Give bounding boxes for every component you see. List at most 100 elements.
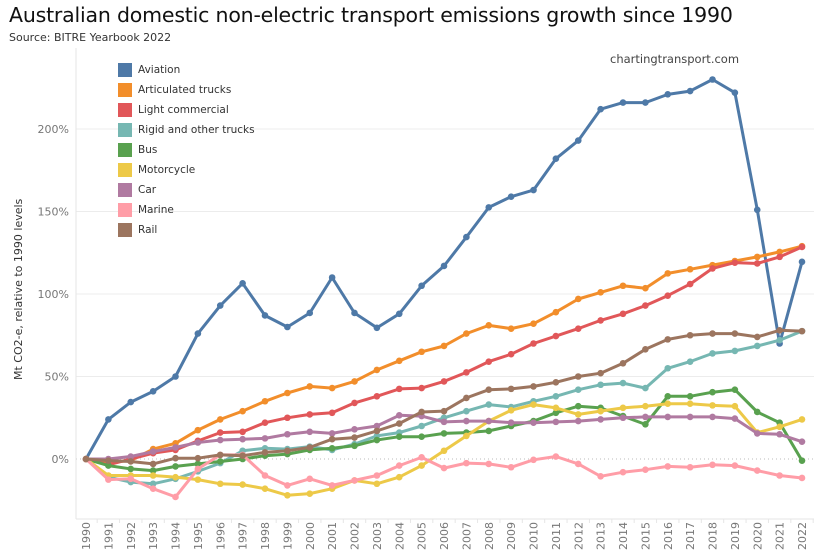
- data-point: [574, 137, 582, 144]
- data-point: [686, 331, 694, 339]
- data-point: [731, 386, 739, 394]
- data-point: [552, 393, 560, 400]
- data-point: [216, 429, 224, 436]
- data-point: [351, 378, 358, 385]
- x-tick-label: 2012: [572, 522, 585, 550]
- series-car: [82, 411, 806, 463]
- data-point: [642, 302, 649, 309]
- data-point: [105, 416, 112, 423]
- data-point: [642, 466, 649, 474]
- data-point: [642, 384, 649, 392]
- y-tick-label: 0%: [52, 453, 69, 466]
- x-tick-label: 1999: [281, 522, 294, 550]
- x-tick-label: 2010: [528, 522, 541, 550]
- y-tick-label: 100%: [38, 288, 69, 301]
- data-point: [261, 397, 269, 405]
- data-point: [574, 402, 582, 410]
- data-point: [552, 308, 560, 316]
- data-point: [664, 400, 672, 408]
- data-point: [284, 323, 291, 331]
- data-point: [686, 393, 694, 400]
- data-point: [619, 360, 627, 367]
- data-point: [261, 312, 269, 319]
- data-point: [664, 393, 672, 400]
- x-tick-label: 2002: [349, 522, 362, 550]
- data-point: [731, 259, 739, 266]
- data-point: [776, 423, 783, 431]
- data-point: [597, 289, 604, 296]
- data-point: [216, 458, 224, 465]
- data-point: [172, 373, 179, 380]
- data-point: [798, 438, 806, 445]
- data-point: [440, 262, 448, 270]
- series-motorcycle: [82, 400, 806, 499]
- data-point: [485, 204, 493, 211]
- data-point: [530, 419, 537, 427]
- data-point: [463, 417, 470, 425]
- data-point: [239, 279, 246, 287]
- data-point: [261, 472, 269, 479]
- data-point: [507, 193, 515, 200]
- data-point: [574, 417, 582, 425]
- data-point: [776, 248, 783, 256]
- x-tick-label: 1998: [259, 522, 272, 550]
- data-point: [530, 401, 537, 408]
- data-point: [261, 419, 269, 427]
- data-point: [507, 350, 515, 358]
- data-point: [284, 414, 291, 422]
- data-point: [418, 384, 425, 392]
- data-point: [507, 463, 515, 471]
- data-point: [194, 454, 202, 462]
- data-point: [798, 416, 806, 423]
- data-point: [239, 428, 246, 436]
- x-tick-label: 2022: [796, 522, 809, 550]
- data-point: [597, 416, 604, 423]
- data-point: [172, 493, 179, 501]
- data-point: [686, 400, 694, 408]
- data-point: [530, 320, 537, 328]
- data-point: [619, 468, 627, 476]
- data-point: [552, 378, 560, 386]
- data-point: [597, 369, 604, 377]
- data-point: [149, 467, 157, 474]
- data-point: [284, 482, 291, 489]
- data-point: [440, 378, 448, 385]
- data-point: [753, 260, 761, 267]
- data-point: [127, 475, 135, 483]
- data-point: [373, 366, 381, 374]
- legend-swatch: [118, 83, 132, 97]
- data-point: [306, 383, 314, 390]
- x-tick-label: 2004: [393, 522, 406, 550]
- data-point: [239, 481, 246, 488]
- x-tick-label: 2006: [438, 522, 451, 550]
- data-point: [463, 369, 470, 376]
- x-tick-label: 2014: [617, 522, 630, 550]
- data-point: [306, 309, 314, 317]
- data-point: [507, 385, 515, 393]
- data-point: [619, 310, 627, 318]
- data-point: [440, 430, 448, 437]
- data-point: [284, 447, 291, 455]
- data-point: [686, 358, 694, 365]
- y-tick-label: 50%: [45, 371, 69, 384]
- data-point: [597, 317, 604, 324]
- legend-item: Marine: [118, 200, 255, 220]
- x-tick-label: 2008: [483, 522, 496, 550]
- data-point: [440, 418, 448, 426]
- x-tick-label: 2015: [639, 522, 652, 550]
- data-point: [731, 89, 739, 96]
- data-point: [127, 453, 135, 460]
- data-point: [619, 99, 627, 106]
- data-point: [172, 473, 179, 481]
- data-point: [127, 465, 135, 473]
- x-tick-label: 2001: [326, 522, 339, 550]
- x-tick-label: 2003: [371, 522, 384, 550]
- axis-layer: 0% 50% 100% 150% 200% 1990 1991 1992 1993 1994 199…: [38, 48, 814, 550]
- data-point: [530, 456, 537, 464]
- data-point: [194, 330, 202, 337]
- data-point: [485, 460, 493, 468]
- data-point: [709, 350, 716, 357]
- legend-label: Aviation: [138, 64, 181, 76]
- data-point: [328, 409, 336, 417]
